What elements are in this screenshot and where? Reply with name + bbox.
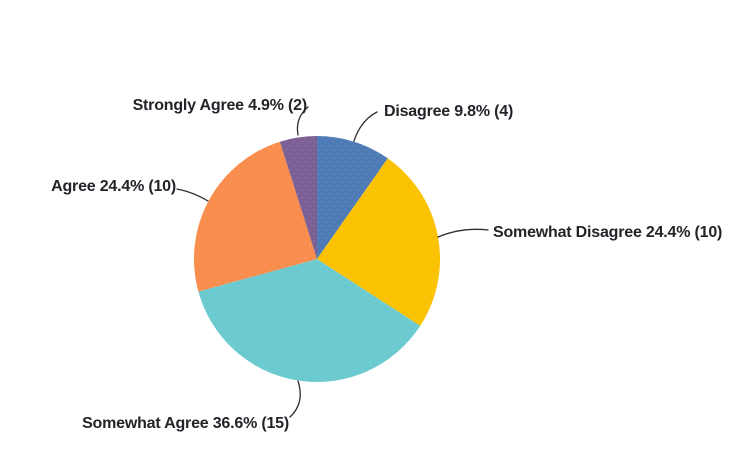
leader-line-strongly-agree [296,106,309,136]
leader-lines-group [176,106,489,418]
pie-slices-group [193,135,440,382]
leader-line-disagree [353,111,378,142]
leader-line-somewhat-agree [289,380,301,418]
leader-line-somewhat-disagree [437,228,489,238]
leader-line-agree [176,188,209,202]
